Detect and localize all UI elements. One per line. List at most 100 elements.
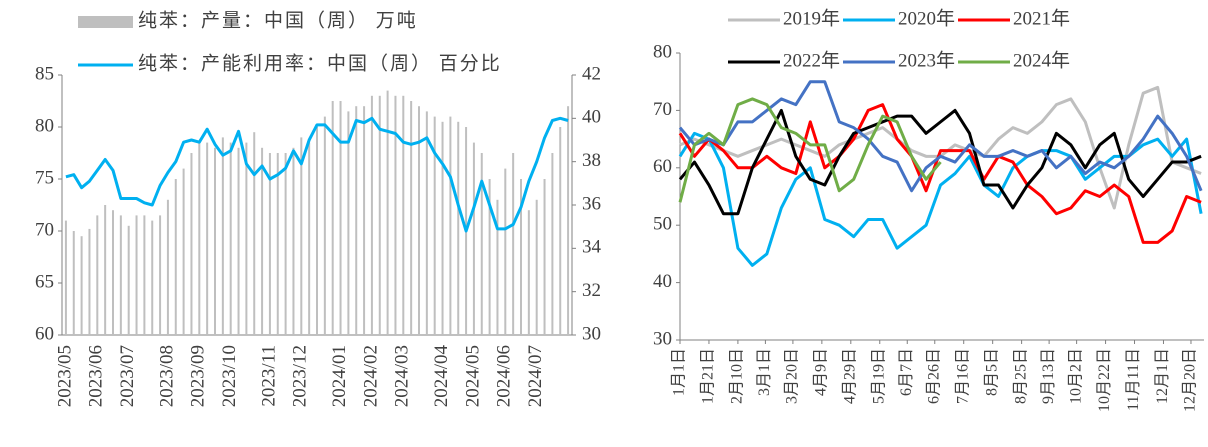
bar [151,220,154,335]
bar [363,106,366,335]
y-tick-label: 70 [35,219,54,240]
line [679,85,1202,210]
y-tick-label: 30 [653,328,672,349]
bar [323,116,326,335]
legend-label: 2020年 [898,7,955,29]
bar [370,95,373,335]
bar [268,153,271,335]
bar [316,127,318,335]
x-tick-label: 8月5日 [983,348,1000,396]
x-tick-label: 7月16日 [954,348,971,404]
bar [472,142,475,335]
bar [300,137,303,335]
legend-swatch [78,16,133,28]
x-tick-label: 1月1日 [671,348,688,396]
bar [182,168,185,335]
legend-label: 2022年 [783,49,840,71]
line [678,103,1202,244]
y2-tick-label: 32 [582,280,601,301]
bar [347,111,350,336]
legend-label: 2021年 [1013,7,1070,29]
bar [245,142,248,335]
x-tick-label: 2月10日 [729,348,746,404]
bar [543,179,546,335]
bar [457,121,460,335]
bar [112,210,114,335]
bar [261,147,264,335]
y2-tick-label: 42 [582,63,601,84]
x-tick-label: 5月19日 [870,348,887,404]
y-tick-label: 65 [35,271,54,292]
x-tick-label: 8月25日 [1012,348,1029,404]
x-tick-label: 2023/10 [219,345,240,407]
y-tick-label: 60 [35,323,54,344]
bar [480,153,483,335]
bar [104,205,107,335]
x-tick-label: 2023/09 [188,345,209,407]
bar [135,215,138,335]
bar [276,153,279,335]
bar [520,179,522,335]
legend-label: 纯苯：产能利用率：中国（周） 百分比 [138,52,502,74]
bar [394,95,397,335]
y2-tick-label: 34 [582,237,602,258]
bar [64,220,67,335]
bar [253,132,256,335]
bar [72,231,75,335]
x-tick-label: 12月1日 [1154,348,1171,404]
legend-label: 纯苯：产量：中国（周） 万吨 [138,9,418,31]
bar [355,106,358,335]
bar [378,95,381,335]
legend-label: 2019年 [783,7,840,29]
bar [174,179,177,335]
x-tick-label: 2023/12 [290,345,311,407]
bar [80,236,83,335]
x-tick-label: 2023/06 [86,345,107,407]
y2-tick-label: 40 [582,107,601,128]
bar [418,106,420,335]
x-tick-label: 4月29日 [841,348,858,404]
bar [402,95,405,335]
bar [159,215,162,335]
bar [308,142,311,335]
x-tick-label: 6月7日 [898,348,915,396]
legend-label: 2023年 [898,49,955,71]
bar [214,147,216,335]
x-tick-label: 2023/07 [117,345,138,407]
x-tick-label: 2024/06 [494,345,515,407]
x-tick-label: 2024/02 [360,345,381,407]
x-tick-label: 3月20日 [784,348,801,404]
bar [488,179,491,335]
bar [292,147,295,335]
line [678,80,1203,193]
x-tick-label: 2024/04 [431,345,452,408]
y2-tick-label: 36 [582,193,601,214]
x-tick-label: 1月21日 [700,348,717,404]
bar [535,199,538,335]
bar [425,111,428,336]
bar [386,90,389,335]
x-tick-label: 6月26日 [925,348,942,404]
bar [512,153,515,335]
x-tick-label: 10月2日 [1067,348,1084,404]
x-tick-label: 2024/03 [392,345,413,407]
x-tick-label: 2023/05 [54,345,75,407]
bar [119,215,122,335]
x-tick-label: 10月22日 [1096,348,1113,412]
bar [567,106,570,335]
y2-tick-label: 30 [582,323,601,344]
line [65,116,569,233]
bar [198,142,201,335]
bar [221,137,224,335]
x-tick-label: 2024/05 [462,345,483,407]
line [678,108,1202,216]
bar [410,101,413,335]
bar [331,101,334,335]
x-tick-label: 2024/07 [525,345,546,407]
x-tick-label: 2024/01 [329,345,350,407]
y-tick-label: 70 [653,99,672,120]
bar [96,215,99,335]
x-tick-label: 3月1日 [756,348,773,396]
bar [496,199,499,335]
